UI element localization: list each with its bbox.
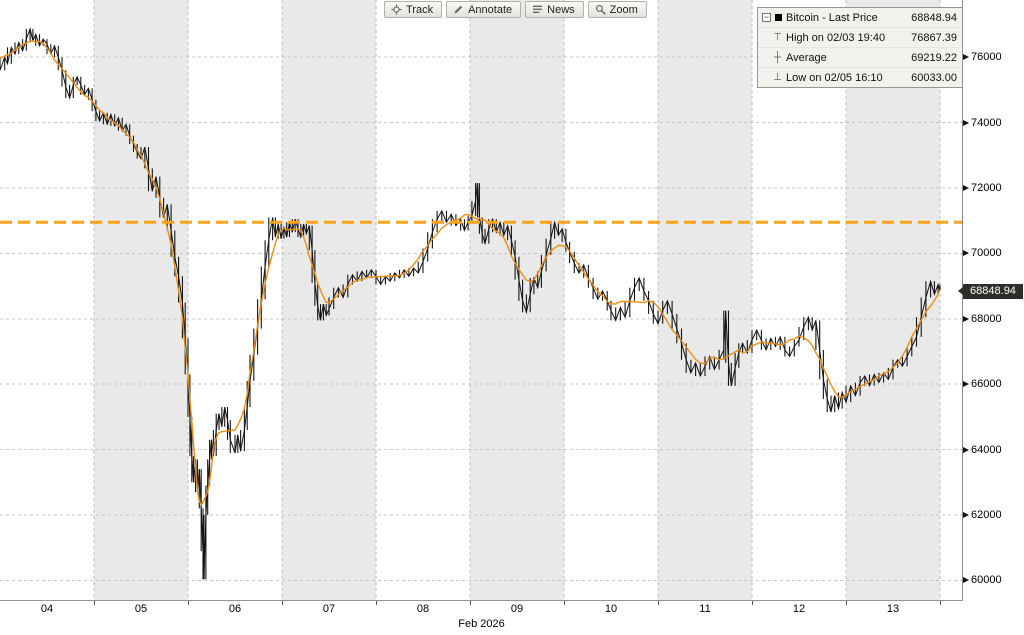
y-tick-label: 60000 [971,574,1002,587]
series-color-swatch-icon [775,14,782,21]
y-axis-tick: 74000 [963,116,1002,129]
x-tick-mark [564,601,565,605]
legend-value-high: 76867.39 [911,31,957,44]
x-tick-mark [470,601,471,605]
chart-legend: Bitcoin - Last Price 68848.94 ⊤ High on … [757,7,963,88]
y-tick-label: 70000 [971,247,1002,260]
legend-label-average: Average [786,51,827,64]
x-axis: Feb 2026 04 05 06 07 08 09 10 11 12 13 [0,600,1024,635]
y-tick-arrow-icon [963,54,969,61]
legend-collapse-icon[interactable] [762,13,771,22]
day-bands [94,0,940,600]
y-tick-label: 66000 [971,378,1002,391]
pencil-annotate-icon [454,5,463,14]
low-marker-icon: ⊥ [773,72,782,83]
track-button-label: Track [406,3,434,16]
y-axis-tick: 76000 [963,51,1002,64]
magnifier-zoom-icon [595,4,606,15]
legend-row-low[interactable]: ⊥ Low on 02/05 16:10 60033.00 [758,67,962,87]
y-axis: 76000 74000 72000 70000 68000 66000 64000 62000… [963,0,1024,600]
x-axis-spine [0,600,963,601]
news-button-label: News [547,3,575,16]
x-tick-mark [376,601,377,605]
y-tick-label: 72000 [971,182,1002,194]
y-tick-arrow-icon [963,185,969,191]
x-tick-label: 10 [604,603,618,615]
price-chart-canvas[interactable] [0,0,963,600]
x-tick-mark [752,601,753,605]
x-tick-label: 08 [416,603,430,615]
legend-value-low: 60033.00 [911,71,957,84]
news-button[interactable]: News [525,1,584,18]
y-axis-tick: 62000 [963,508,1002,521]
moving-average-line [0,39,941,506]
x-tick-mark [188,601,189,605]
x-tick-mark [940,601,941,605]
x-tick-label: 05 [134,603,148,615]
legend-value-average: 69219.22 [911,51,957,64]
x-tick-label: 12 [792,603,806,615]
x-tick-label: 11 [699,603,711,615]
y-axis-tick: 70000 [963,247,1002,260]
y-tick-arrow-icon [963,577,969,584]
y-tick-label: 68000 [971,312,1002,325]
x-tick-label: 13 [886,603,900,615]
y-axis-tick: 68000 [963,312,1002,325]
y-tick-arrow-icon [963,250,969,257]
last-price-badge: 68848.94 [958,283,1023,299]
y-axis-tick: 72000 [963,182,1002,195]
y-axis-tick: 66000 [963,378,1002,391]
news-lines-icon [533,5,543,13]
y-tick-arrow-icon [963,119,969,126]
y-tick-label: 62000 [971,508,1002,521]
x-tick-label: 06 [228,603,242,615]
legend-label-low: Low on 02/05 16:10 [786,71,883,84]
zoom-button-label: Zoom [609,3,638,16]
zoom-button[interactable]: Zoom [587,1,647,18]
y-tick-arrow-icon [963,511,969,518]
legend-label-high: High on 02/03 19:40 [786,31,886,44]
x-tick-label: 09 [510,603,524,615]
y-axis-tick: 60000 [963,574,1002,587]
y-tick-label: 74000 [971,116,1002,129]
last-price-badge-value: 68848.94 [970,285,1016,298]
crosshair-track-icon [391,4,402,15]
legend-row-average[interactable]: ┼ Average 69219.22 [758,47,962,67]
x-tick-mark [846,601,847,605]
legend-row-last-price[interactable]: Bitcoin - Last Price 68848.94 [758,8,962,27]
y-axis-tick: 64000 [963,443,1002,456]
y-tick-arrow-icon [963,315,969,322]
track-button[interactable]: Track [384,1,443,18]
legend-value-last-price: 68848.94 [911,11,957,24]
legend-label-last-price: Bitcoin - Last Price [786,11,878,24]
horizontal-gridlines [0,56,963,581]
chart-toolbar: Track Annotate News Zoom [384,1,647,18]
legend-row-high[interactable]: ⊤ High on 02/03 19:40 76867.39 [758,27,962,47]
y-tick-arrow-icon [963,381,969,388]
high-marker-icon: ⊤ [773,32,782,43]
x-tick-mark [282,601,283,605]
x-tick-mark [94,601,95,605]
y-tick-label: 64000 [971,443,1002,456]
annotate-button[interactable]: Annotate [446,1,522,18]
x-tick-label: 07 [322,603,336,615]
annotate-button-label: Annotate [468,3,513,16]
vertical-gridlines [93,0,941,600]
y-tick-label: 76000 [971,51,1002,64]
x-tick-mark [658,601,659,605]
average-marker-icon: ┼ [773,52,782,63]
y-tick-arrow-icon [963,446,969,453]
x-tick-label: 04 [40,603,54,615]
x-axis-title: Feb 2026 [458,618,505,630]
